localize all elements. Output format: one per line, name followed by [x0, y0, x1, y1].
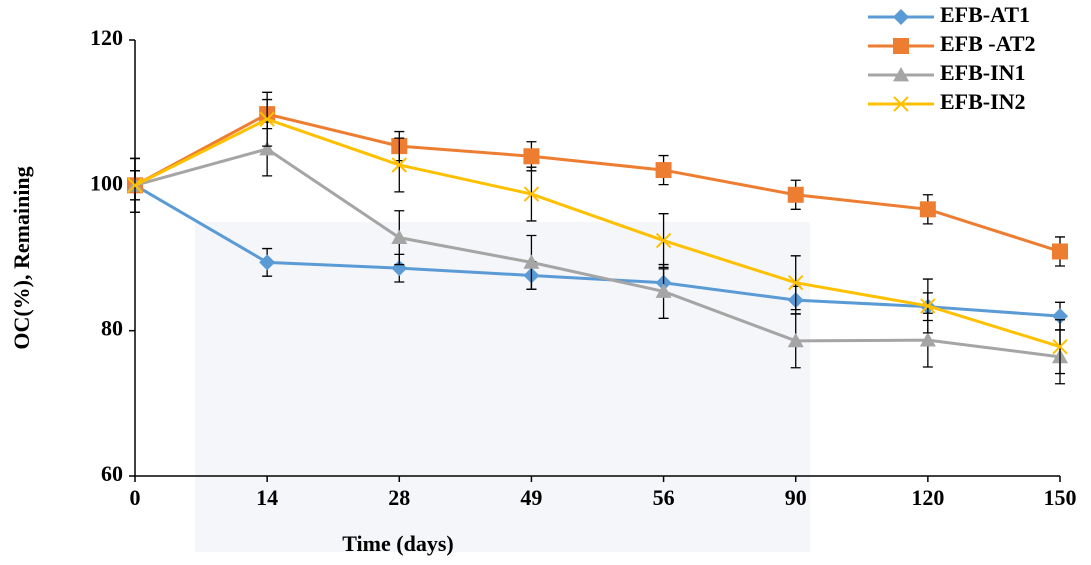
marker — [391, 229, 408, 245]
marker — [893, 9, 909, 25]
series-line — [134, 117, 1061, 349]
marker — [788, 274, 804, 291]
series-line — [134, 147, 1061, 359]
marker — [655, 283, 672, 298]
y-tick-label: 60 — [101, 461, 123, 486]
marker — [1052, 243, 1068, 260]
marker — [655, 232, 672, 249]
marker — [259, 254, 276, 271]
marker — [259, 111, 275, 127]
x-tick-label: 90 — [785, 485, 807, 510]
legend-label: EFB -AT2 — [940, 31, 1036, 56]
marker — [919, 201, 936, 218]
marker — [391, 157, 407, 173]
x-tick-label: 150 — [1044, 485, 1077, 510]
marker — [920, 298, 936, 314]
y-axis-label: OC(%), Remaining — [9, 166, 34, 349]
marker — [523, 186, 540, 202]
x-tick-label: 120 — [911, 485, 944, 510]
marker — [893, 38, 909, 54]
marker — [127, 177, 143, 194]
marker — [523, 148, 540, 165]
legend-label: EFB-IN1 — [940, 60, 1026, 85]
series-line — [134, 184, 1061, 318]
y-tick-label: 80 — [101, 316, 123, 341]
marker — [787, 186, 804, 203]
marker — [1052, 338, 1068, 355]
x-axis-label: Time (days) — [342, 531, 453, 556]
watermark — [195, 222, 810, 552]
x-tick-label: 56 — [653, 485, 675, 510]
y-tick-label: 120 — [90, 25, 123, 50]
marker — [655, 162, 672, 179]
y-tick-label: 100 — [90, 170, 123, 195]
marker — [523, 254, 540, 269]
x-tick-label: 0 — [130, 485, 141, 510]
x-tick-label: 14 — [256, 485, 278, 510]
legend-label: EFB-IN2 — [940, 89, 1026, 114]
marker — [893, 96, 909, 112]
series-line — [134, 112, 1061, 253]
marker — [787, 332, 804, 348]
marker — [919, 332, 936, 347]
x-tick-label: 49 — [520, 485, 542, 510]
x-tick-label: 28 — [388, 485, 410, 510]
legend-label: EFB-AT1 — [940, 2, 1030, 27]
marker — [893, 67, 909, 82]
marker — [259, 141, 276, 156]
